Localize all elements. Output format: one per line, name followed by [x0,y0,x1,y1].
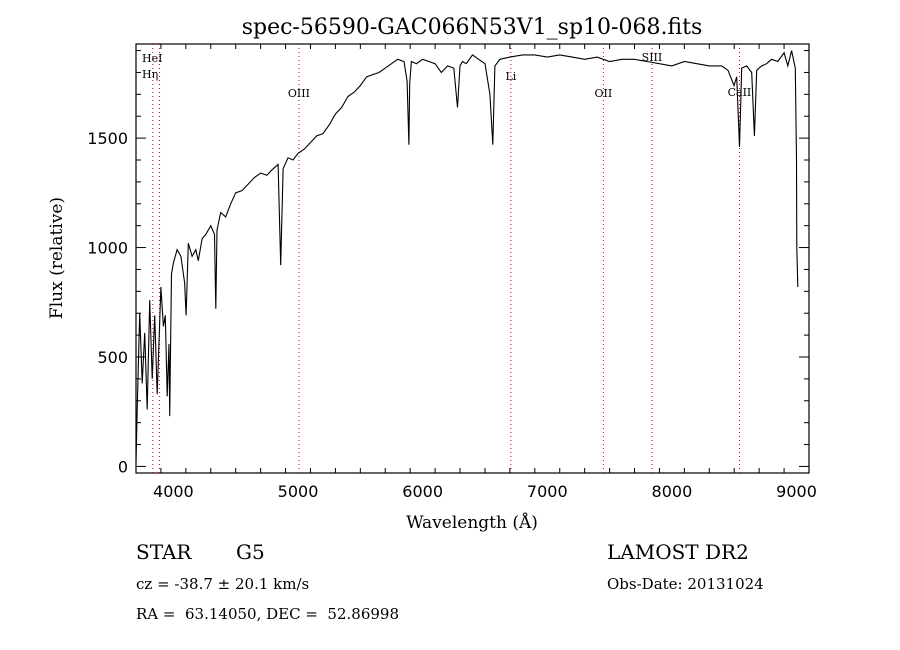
x-tick-label: 6000 [402,482,443,501]
marker-label: OIII [288,87,310,100]
marker-label: CaII [728,86,752,99]
x-tick-label: 5000 [278,482,319,501]
y-tick-label: 500 [97,348,128,367]
obs-date-text: Obs-Date: 20131024 [607,575,764,593]
y-tick-label: 1000 [87,239,128,258]
x-tick-label: 8000 [652,482,693,501]
marker-label: Hη [142,68,158,81]
y-tick-label: 0 [118,457,128,476]
survey-name: LAMOST DR2 [607,540,749,564]
x-tick-label: 9000 [776,482,817,501]
x-tick-label: 4000 [153,482,194,501]
marker-label: HeI [142,52,162,65]
coordinates-text: RA = 63.14050, DEC = 52.86998 [136,605,400,623]
emission-line-markers: HeI Hη OIII Li OII SIII CaII [142,44,751,473]
object-subclass: G5 [236,540,265,564]
object-class: STAR [136,540,192,564]
spectrum-series-line [135,50,799,463]
marker-label: OII [595,87,613,100]
redshift-text: cz = -38.7 ± 20.1 km/s [136,575,310,593]
y-tick-label: 1500 [87,129,128,148]
marker-label: Li [505,70,516,83]
marker-label: SIII [642,51,663,64]
y-axis-label: Flux (relative) [47,197,67,319]
axis-ticks: 4000 5000 6000 7000 8000 9000 0 500 1000 1500 [87,44,817,501]
x-tick-label: 7000 [527,482,568,501]
chart-title: spec-56590-GAC066N53V1_sp10-068.fits [242,15,703,40]
plot-frame [135,43,810,474]
x-axis-label: Wavelength (Å) [406,512,538,533]
